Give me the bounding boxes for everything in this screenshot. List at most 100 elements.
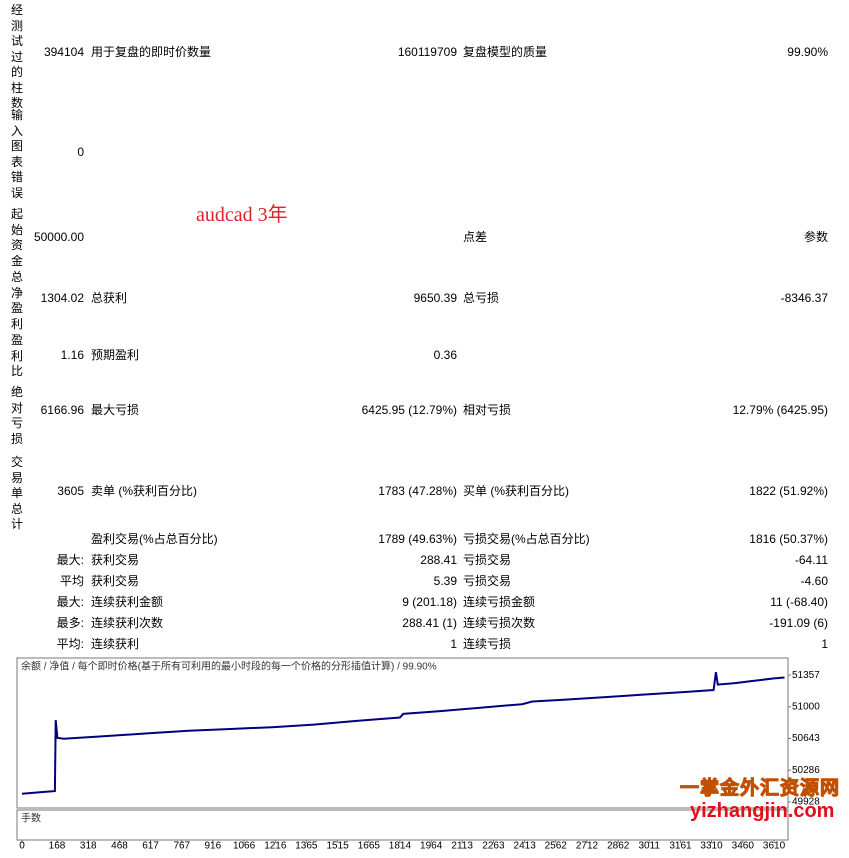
field-label: 获利交易	[91, 553, 140, 567]
metric-value: 1304.02	[40, 291, 84, 305]
x-tick-label: 0	[19, 841, 25, 852]
x-tick-label: 2712	[576, 841, 599, 852]
x-tick-label: 916	[204, 841, 221, 852]
x-tick-label: 1515	[326, 841, 349, 852]
field-value: 99.90%	[787, 45, 828, 59]
metric-value: 3605	[57, 484, 84, 498]
row-prefix: 最大:	[56, 595, 84, 609]
x-tick-label: 3310	[700, 841, 723, 852]
x-tick-label: 2263	[482, 841, 505, 852]
field-value: 1783 (47.28%)	[378, 484, 457, 498]
row-prefix: 平均:	[56, 637, 84, 651]
field-label: 连续亏损金额	[463, 595, 536, 609]
field-value: 12.79% (6425.95)	[732, 403, 828, 417]
field-value: 9 (201.18)	[402, 595, 457, 609]
metric-value: 1.16	[60, 348, 84, 362]
field-label: 连续获利次数	[91, 616, 164, 630]
field-value: -64.11	[794, 553, 828, 567]
balance-line	[21, 672, 785, 795]
metric-value: 50000.00	[33, 230, 84, 244]
field-label: 卖单 (%获利百分比)	[91, 484, 197, 498]
x-tick-label: 2562	[545, 841, 568, 852]
x-tick-label: 3610	[763, 841, 786, 852]
side-label: 输入图表错误	[11, 108, 24, 200]
x-tick-label: 617	[142, 841, 159, 852]
field-value: 160119709	[397, 45, 457, 59]
field-value: 1	[450, 637, 457, 651]
row-prefix: 最大:	[56, 553, 84, 567]
field-label: 用于复盘的即时价数量	[91, 45, 212, 59]
metric-value: 394104	[43, 45, 84, 59]
field-value: 288.41	[420, 553, 457, 567]
field-value: -8346.37	[780, 291, 828, 305]
field-label: 买单 (%获利百分比)	[463, 484, 569, 498]
x-tick-label: 1216	[264, 841, 287, 852]
x-tick-label: 468	[111, 841, 128, 852]
field-value: 1822 (51.92%)	[749, 484, 828, 498]
field-label: 盈利交易(%占总百分比)	[91, 532, 218, 546]
field-label: 复盘模型的质量	[463, 45, 548, 59]
x-tick-label: 3011	[638, 841, 660, 852]
chart: 余额 / 净值 / 每个即时价格(基于所有可利用的最小时段的每一个价格的分形插值…	[16, 657, 820, 852]
side-label: 经测试过的柱数	[11, 3, 24, 110]
x-tick-label: 3460	[732, 841, 755, 852]
field-label: 连续获利金额	[91, 595, 164, 609]
field-label: 亏损交易(%占总百分比)	[463, 532, 590, 546]
x-tick-label: 1365	[295, 841, 318, 852]
volume-label: 手数	[21, 812, 41, 825]
field-label: 总获利	[91, 291, 128, 305]
field-value: 11 (-68.40)	[770, 595, 828, 609]
field-value: 1789 (49.63%)	[378, 532, 457, 546]
y-tick-label: 50286	[792, 765, 820, 776]
x-tick-label: 1964	[420, 841, 443, 852]
field-label: 相对亏损	[463, 403, 512, 417]
volume-frame	[16, 809, 789, 841]
field-value: -4.60	[800, 574, 828, 588]
field-value: 参数	[803, 230, 828, 244]
chart-title: 余额 / 净值 / 每个即时价格(基于所有可利用的最小时段的每一个价格的分形插值…	[21, 660, 437, 673]
x-tick-label: 2113	[451, 841, 473, 852]
row-prefix: 平均	[59, 574, 84, 588]
x-tick-label: 318	[80, 841, 97, 852]
field-label: 连续亏损次数	[463, 616, 536, 630]
metric-value: 0	[77, 145, 84, 159]
field-value: 1816 (50.37%)	[749, 532, 828, 546]
chart-frame	[16, 657, 789, 809]
field-value: 6425.95 (12.79%)	[361, 403, 457, 417]
field-label: 点差	[463, 230, 488, 244]
side-label: 总净盈利	[11, 270, 24, 331]
field-value: -191.09 (6)	[769, 616, 828, 630]
x-tick-label: 168	[49, 841, 66, 852]
y-tick-label: 51357	[792, 670, 820, 681]
field-label: 连续亏损	[463, 637, 512, 651]
watermark-name: 一掌金外汇资源网	[679, 778, 841, 800]
field-label: 亏损交易	[463, 553, 512, 567]
x-tick-label: 2413	[514, 841, 537, 852]
y-tick-label: 50643	[792, 733, 820, 744]
side-label: 交易单总计	[11, 455, 24, 531]
field-label: 最大亏损	[91, 403, 140, 417]
field-label: 获利交易	[91, 574, 140, 588]
x-tick-label: 1066	[233, 841, 256, 852]
side-label: 起始资金	[11, 207, 24, 268]
field-value: 1	[821, 637, 828, 651]
metric-value: 6166.96	[40, 403, 84, 417]
side-label: 盈利比	[11, 333, 24, 378]
y-tick-label: 49928	[792, 797, 820, 808]
annotation: audcad 3年	[196, 204, 288, 226]
field-value: 5.39	[433, 574, 457, 588]
row-prefix: 最多:	[56, 616, 84, 630]
x-tick-label: 1814	[389, 841, 412, 852]
watermark-url: yizhangjin.com	[690, 800, 835, 822]
field-label: 亏损交易	[463, 574, 512, 588]
field-value: 0.36	[433, 348, 457, 362]
field-value: 288.41 (1)	[402, 616, 457, 630]
x-tick-label: 767	[173, 841, 190, 852]
field-value: 9650.39	[413, 291, 457, 305]
x-tick-label: 2862	[607, 841, 630, 852]
side-label: 绝对亏损	[11, 385, 24, 446]
y-tick-label: 51000	[792, 701, 820, 712]
field-label: 连续获利	[91, 637, 140, 651]
field-label: 总亏损	[463, 291, 500, 305]
